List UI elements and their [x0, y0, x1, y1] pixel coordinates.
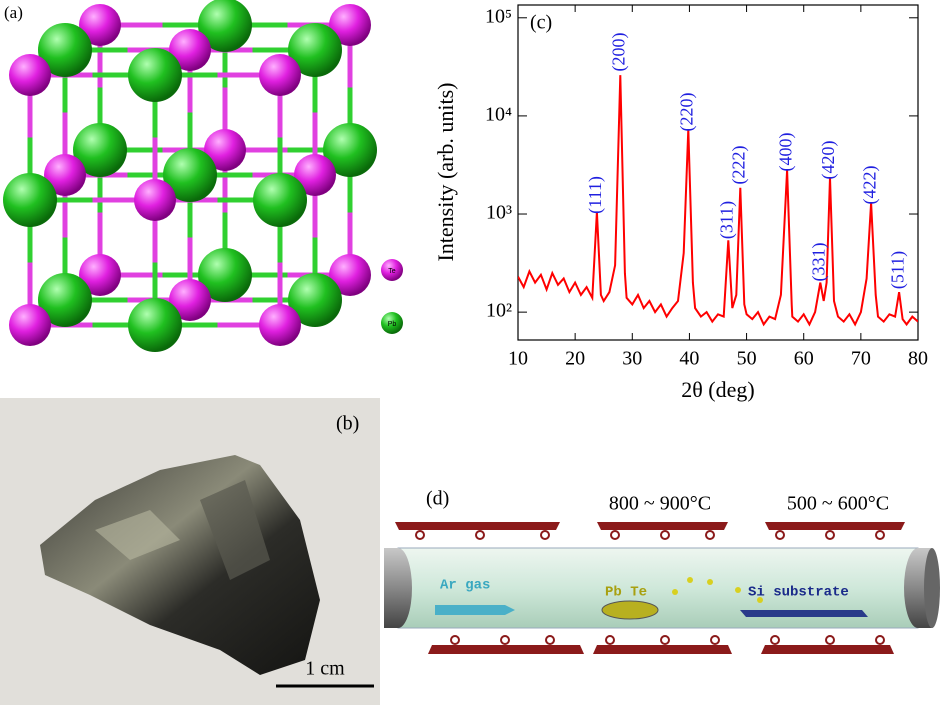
pb-atom — [3, 173, 57, 227]
x-tick-label: 80 — [908, 348, 928, 370]
te-atom — [329, 4, 371, 46]
x-tick-label: 60 — [794, 348, 814, 370]
legend-pb — [381, 312, 403, 334]
panel-label: (d) — [426, 488, 449, 510]
y-tick-label: 10⁴ — [485, 103, 512, 125]
pb-atom — [288, 23, 342, 77]
y-tick-label: 10² — [486, 300, 512, 322]
pb-atom — [253, 173, 307, 227]
crystal-facet — [95, 510, 180, 560]
x-tick-label: 40 — [679, 348, 699, 370]
zone-temperature: 800 ~ 900°C — [609, 493, 711, 515]
legend-te — [381, 259, 403, 281]
x-tick-label: 70 — [851, 348, 871, 370]
source-label: Pb Te — [605, 585, 647, 601]
pb-atom — [323, 123, 377, 177]
y-tick-label: 10⁵ — [485, 5, 512, 27]
pb-atom — [38, 273, 92, 327]
te-atom — [44, 154, 86, 196]
tube-cap — [384, 548, 398, 628]
panel-label: (b) — [336, 413, 359, 435]
crystal-facet — [200, 480, 270, 580]
peak-label: (422) — [859, 166, 880, 205]
si-substrate — [740, 610, 868, 617]
te-atom — [134, 179, 176, 221]
pb-atom — [198, 0, 252, 52]
peak-label: (511) — [887, 251, 908, 289]
scale-label: 1 cm — [305, 658, 345, 680]
pb-atom — [163, 148, 217, 202]
te-atom — [79, 4, 121, 46]
te-atom — [204, 129, 246, 171]
te-atom — [329, 254, 371, 296]
te-atom — [294, 154, 336, 196]
peak-label: (111) — [585, 176, 606, 214]
x-tick-label: 50 — [737, 348, 757, 370]
peak-label: (400) — [775, 133, 796, 172]
pb-atom — [288, 273, 342, 327]
te-atom — [9, 304, 51, 346]
peak-label: (331) — [808, 243, 829, 282]
peak-label: (311) — [716, 201, 737, 239]
source-boat — [601, 600, 659, 620]
pb-atom — [38, 23, 92, 77]
peak-label: (220) — [676, 93, 697, 132]
peak-label: (222) — [728, 146, 749, 185]
te-atom — [169, 279, 211, 321]
pb-atom — [198, 248, 252, 302]
xrd-chart: (c) 2θ (deg) Intensity (arb. units) 10 20… — [433, 4, 928, 402]
plot-frame — [517, 4, 919, 341]
x-tick-label: 30 — [622, 348, 642, 370]
gas-label: Ar gas — [440, 578, 490, 594]
pb-atom — [128, 48, 182, 102]
furnace-diagram: (d) 800 ~ 900°C 500 ~ 600°C Ar gas Pb Te… — [384, 488, 940, 654]
legend-label: Te — [388, 268, 396, 275]
xrd-curve — [518, 75, 918, 327]
y-axis-label: Intensity (arb. units) — [433, 82, 458, 261]
te-atom — [259, 304, 301, 346]
te-atom — [169, 29, 211, 71]
crystal-structure — [3, 0, 377, 352]
zone-temperature: 500 ~ 600°C — [787, 493, 889, 515]
te-atom — [79, 254, 121, 296]
heaters — [395, 522, 905, 654]
x-axis-label: 2θ (deg) — [681, 377, 754, 402]
peak-label: (200) — [608, 33, 629, 72]
x-tick-label: 20 — [565, 348, 585, 370]
te-atom — [259, 54, 301, 96]
gas-arrow — [435, 605, 515, 615]
vapor-particles — [672, 577, 763, 603]
pb-atom — [73, 123, 127, 177]
pb-atom — [128, 298, 182, 352]
x-tick-label: 10 — [508, 348, 528, 370]
panel-label: (c) — [530, 12, 552, 34]
heater-coils — [415, 530, 885, 645]
tube-cap — [924, 548, 940, 628]
peak-label: (420) — [818, 141, 839, 180]
y-tick-label: 10³ — [486, 202, 512, 224]
panel-label: (a) — [4, 3, 23, 22]
legend-label: Pb — [388, 321, 397, 328]
te-atom — [9, 54, 51, 96]
substrate-label: Si substrate — [748, 585, 849, 601]
